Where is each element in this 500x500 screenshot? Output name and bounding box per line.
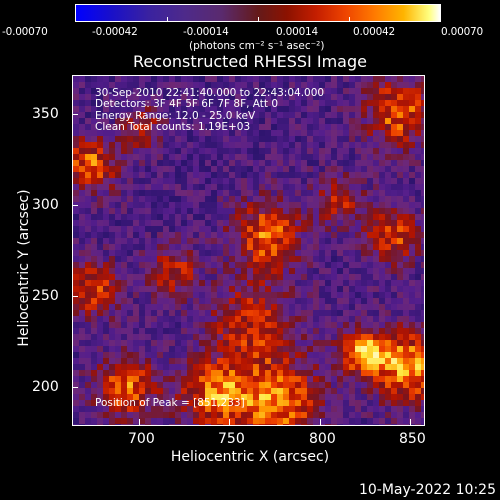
colorbar-tick-label: -0.00042 — [92, 26, 138, 38]
colorbar-tick-label: -0.00070 — [2, 26, 48, 38]
colorbar-tick-label: -0.00014 — [183, 26, 229, 38]
y-tick-label: 200 — [32, 379, 59, 395]
colorbar — [75, 4, 441, 22]
annotation-detectors: Detectors: 3F 4F 5F 6F 7F 8F, Att 0 — [95, 98, 279, 110]
colorbar-units: (photons cm⁻² s⁻¹ asec⁻²) — [189, 40, 325, 52]
plot-title: Reconstructed RHESSI Image — [133, 52, 367, 71]
y-tick-label: 350 — [32, 106, 59, 122]
y-axis-label: Heliocentric Y (arcsec) — [16, 189, 32, 347]
heatmap-image — [73, 76, 424, 425]
colorbar-tick-label: 0.00014 — [276, 26, 319, 38]
y-tick-label: 250 — [32, 288, 59, 304]
colorbar-tick — [349, 17, 350, 21]
x-axis-label: Heliocentric X (arcsec) — [170, 449, 330, 465]
colorbar-tick — [167, 17, 168, 21]
colorbar-tick — [258, 17, 259, 21]
x-tick-label: 850 — [399, 431, 426, 447]
x-tick-label: 750 — [218, 431, 245, 447]
y-tick-label: 300 — [32, 197, 59, 213]
annotation-time: 30-Sep-2010 22:41:40.000 to 22:43:04.000 — [95, 87, 325, 99]
timestamp: 10-May-2022 10:25 — [358, 482, 496, 498]
annotation-peak: Position of Peak = [851,233] — [95, 397, 245, 409]
x-tick-label: 800 — [309, 431, 336, 447]
image-frame — [72, 75, 425, 426]
x-tick-label: 700 — [128, 431, 155, 447]
colorbar-tick-label: 0.00070 — [441, 26, 484, 38]
annotation-energy: Energy Range: 12.0 - 25.0 keV — [95, 110, 256, 122]
annotation-counts: Clean Total counts: 1.19E+03 — [95, 121, 251, 133]
colorbar-tick-label: 0.00042 — [353, 26, 396, 38]
